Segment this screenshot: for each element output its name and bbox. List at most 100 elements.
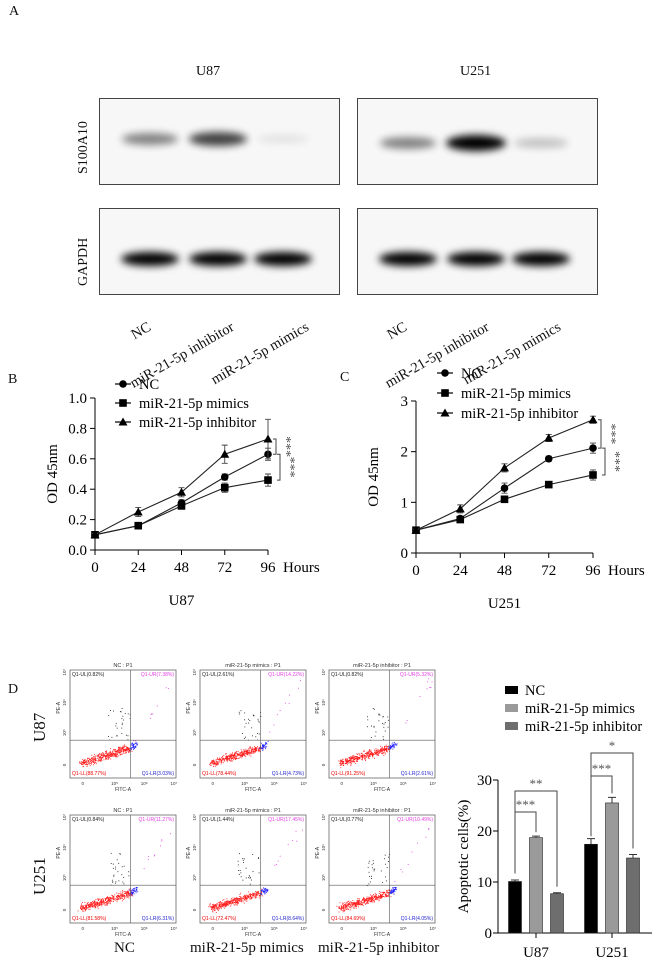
event-dot bbox=[349, 762, 351, 764]
event-dot bbox=[263, 891, 265, 892]
event-dot bbox=[101, 898, 103, 900]
blot-band bbox=[254, 252, 312, 266]
event-dot bbox=[120, 891, 122, 893]
event-dot bbox=[227, 755, 228, 757]
error-bar bbox=[629, 853, 637, 859]
event-dot bbox=[343, 907, 344, 909]
event-dot bbox=[350, 901, 352, 903]
event-dot bbox=[236, 758, 237, 759]
event-dot bbox=[90, 903, 92, 905]
event-dot bbox=[238, 870, 240, 871]
event-dot bbox=[250, 753, 252, 755]
event-dot bbox=[170, 833, 171, 835]
event-dot bbox=[351, 904, 353, 905]
event-dot bbox=[137, 891, 139, 893]
event-dot bbox=[133, 888, 135, 890]
event-dot bbox=[342, 758, 344, 760]
event-dot bbox=[107, 753, 109, 755]
event-dot bbox=[368, 754, 370, 756]
event-dot bbox=[384, 746, 386, 747]
event-dot bbox=[232, 897, 234, 899]
event-dot bbox=[94, 756, 96, 758]
event-dot bbox=[101, 902, 103, 904]
x-tick-label: 24 bbox=[453, 563, 469, 579]
event-dot bbox=[346, 905, 348, 907]
event-dot bbox=[118, 896, 120, 897]
event-dot bbox=[105, 757, 107, 759]
event-dot bbox=[367, 716, 368, 718]
y-tick-label: 10⁷ bbox=[62, 668, 67, 675]
event-dot bbox=[228, 758, 230, 760]
event-dot bbox=[378, 755, 380, 756]
event-dot bbox=[90, 759, 92, 761]
event-dot bbox=[121, 866, 123, 868]
event-dot bbox=[161, 839, 163, 841]
event-dot bbox=[82, 759, 84, 761]
event-dot bbox=[361, 904, 363, 905]
event-dot bbox=[368, 756, 370, 758]
event-dot bbox=[345, 760, 347, 762]
event-dot bbox=[387, 895, 389, 897]
event-dot bbox=[376, 897, 378, 899]
event-dot bbox=[382, 894, 383, 895]
event-dot bbox=[356, 905, 358, 907]
event-dot bbox=[379, 752, 381, 754]
event-dot bbox=[86, 766, 88, 767]
event-dot bbox=[287, 844, 289, 846]
x-tick-label: 10⁷ bbox=[171, 926, 178, 931]
event-dot bbox=[236, 898, 238, 900]
event-dot bbox=[346, 904, 348, 906]
event-dot bbox=[114, 750, 116, 752]
event-dot bbox=[82, 909, 84, 911]
legend-label: miR-21-5p inhibitor bbox=[461, 406, 578, 422]
quadrant-ll-label: Q1-LL(84.69%) bbox=[331, 916, 366, 922]
event-dot bbox=[249, 752, 251, 754]
event-dot bbox=[94, 760, 96, 762]
event-dot bbox=[362, 898, 364, 900]
event-dot bbox=[350, 762, 352, 764]
data-point bbox=[544, 480, 553, 489]
event-dot bbox=[131, 890, 133, 892]
event-dot bbox=[210, 906, 212, 908]
event-dot bbox=[219, 906, 221, 908]
event-dot bbox=[354, 756, 356, 758]
event-dot bbox=[342, 763, 344, 764]
event-dot bbox=[253, 895, 255, 897]
event-dot bbox=[93, 756, 95, 758]
event-dot bbox=[214, 907, 216, 909]
event-dot bbox=[121, 895, 123, 897]
event-dot bbox=[102, 755, 104, 757]
event-dot bbox=[364, 756, 366, 758]
y-tick-label: 0 bbox=[401, 546, 409, 562]
event-dot bbox=[236, 755, 238, 757]
event-dot bbox=[264, 891, 266, 893]
event-dot bbox=[225, 756, 227, 758]
event-dot bbox=[106, 901, 108, 903]
event-dot bbox=[242, 752, 244, 754]
chart-subtitle: U87 bbox=[169, 593, 195, 609]
event-dot bbox=[224, 760, 226, 762]
event-dot bbox=[235, 898, 237, 900]
event-dot bbox=[116, 751, 118, 753]
event-dot bbox=[230, 756, 232, 758]
event-dot bbox=[344, 904, 346, 906]
event-dot bbox=[257, 746, 258, 748]
legend-label: miR-21-5p mimics bbox=[525, 701, 635, 717]
x-tick-label: 0 bbox=[340, 781, 343, 786]
flow-plot-title: miR-21-5p mimics : P1 bbox=[225, 808, 281, 814]
event-dot bbox=[227, 901, 229, 902]
significance-bracket bbox=[277, 453, 281, 481]
event-dot bbox=[261, 747, 263, 749]
event-dot bbox=[368, 755, 370, 757]
event-dot bbox=[217, 908, 219, 910]
event-dot bbox=[252, 747, 254, 749]
event-dot bbox=[85, 907, 86, 909]
event-dot bbox=[233, 900, 235, 902]
event-dot bbox=[239, 754, 241, 756]
event-dot bbox=[217, 908, 219, 910]
event-dot bbox=[88, 761, 89, 763]
event-dot bbox=[243, 753, 245, 755]
event-dot bbox=[248, 893, 250, 895]
event-dot bbox=[101, 903, 103, 905]
legend-marker bbox=[119, 380, 127, 388]
